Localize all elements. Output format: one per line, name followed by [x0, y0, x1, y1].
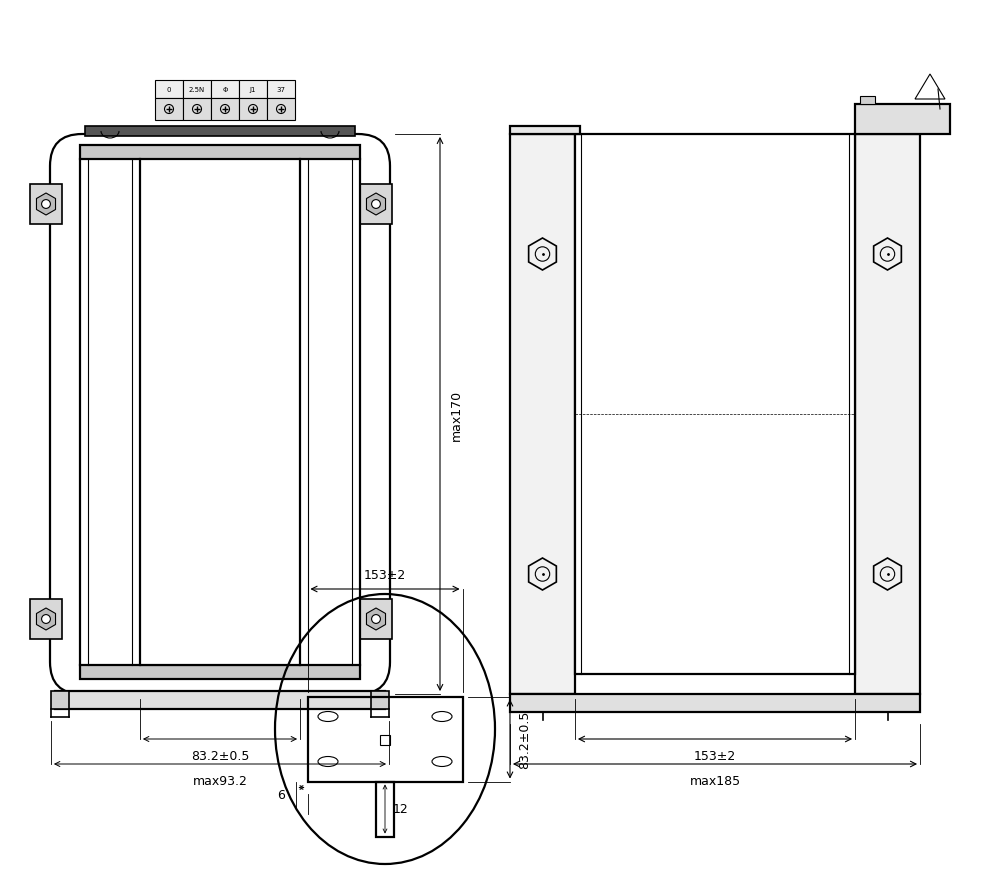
Bar	[239, 99, 267, 121]
Bar	[211, 99, 239, 121]
Bar	[155, 81, 183, 99]
Text: max185: max185	[689, 774, 741, 787]
Bar	[85, 127, 355, 137]
Bar	[308, 696, 463, 781]
Polygon shape	[366, 194, 386, 215]
Bar	[510, 695, 920, 713]
Text: Φ: Φ	[222, 87, 228, 93]
Text: J1: J1	[250, 87, 256, 93]
Text: 83.2±0.5: 83.2±0.5	[191, 749, 249, 763]
Text: 6: 6	[278, 789, 285, 801]
Circle shape	[372, 615, 380, 624]
Text: 153±2: 153±2	[364, 569, 406, 581]
Text: max93.2: max93.2	[193, 774, 247, 787]
Bar	[51, 691, 69, 709]
Bar	[80, 665, 360, 679]
Bar	[55, 691, 385, 709]
Bar	[855, 105, 950, 135]
Bar	[371, 691, 389, 709]
Bar	[360, 185, 392, 224]
Bar	[183, 81, 211, 99]
Bar	[267, 99, 295, 121]
Bar	[80, 146, 360, 160]
Bar	[30, 185, 62, 224]
Bar	[510, 135, 575, 695]
Polygon shape	[366, 608, 386, 630]
Bar	[239, 81, 267, 99]
Polygon shape	[36, 194, 56, 215]
Text: 2.5N: 2.5N	[189, 87, 205, 93]
Bar	[155, 99, 183, 121]
Bar	[855, 135, 920, 695]
Bar	[183, 99, 211, 121]
Circle shape	[372, 200, 380, 209]
Bar	[211, 81, 239, 99]
Text: 153±2: 153±2	[694, 749, 736, 763]
Bar	[380, 735, 390, 745]
Bar	[376, 781, 394, 837]
Bar	[510, 127, 580, 135]
Text: 37: 37	[277, 87, 286, 93]
Bar	[360, 599, 392, 639]
Circle shape	[42, 200, 50, 209]
Polygon shape	[36, 608, 56, 630]
Bar	[30, 599, 62, 639]
Text: 83.2±0.5: 83.2±0.5	[518, 710, 531, 768]
Bar	[575, 135, 855, 674]
Bar	[860, 97, 875, 105]
Text: 0: 0	[167, 87, 171, 93]
Text: 12: 12	[393, 803, 409, 815]
Text: max170: max170	[450, 389, 463, 440]
Circle shape	[42, 615, 50, 624]
Bar	[267, 81, 295, 99]
FancyBboxPatch shape	[50, 135, 390, 695]
